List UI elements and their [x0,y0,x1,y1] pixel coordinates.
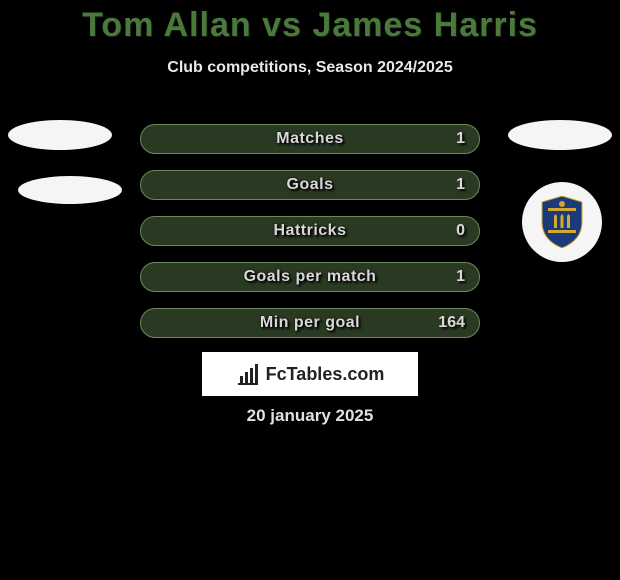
stat-label: Goals per match [141,268,479,286]
table-row: Goals 1 [140,170,480,200]
table-row: Matches 1 [140,124,480,154]
table-row: Hattricks 0 [140,216,480,246]
club-placeholder [18,176,122,204]
page-subtitle: Club competitions, Season 2024/2025 [0,59,620,77]
page-title: Tom Allan vs James Harris [0,0,620,45]
stat-label: Hattricks [141,222,479,240]
left-player-placeholder [8,120,122,204]
brand-logo: FcTables.com [202,352,418,396]
stat-label: Matches [141,130,479,148]
table-row: Min per goal 164 [140,308,480,338]
stat-label: Min per goal [141,314,479,332]
club-badge-circle [522,182,602,262]
shield-icon [540,196,584,248]
right-player-placeholder [508,120,612,150]
stat-value-right: 1 [456,268,465,286]
stat-value-right: 1 [456,176,465,194]
avatar-placeholder [8,120,112,150]
stat-value-right: 1 [456,130,465,148]
infographic-container: Tom Allan vs James Harris Club competiti… [0,0,620,580]
stat-value-right: 164 [438,314,465,332]
stats-table: Matches 1 Goals 1 Hattricks 0 Goals per … [140,124,480,354]
stat-value-right: 0 [456,222,465,240]
table-row: Goals per match 1 [140,262,480,292]
stat-label: Goals [141,176,479,194]
bars-icon [236,362,260,386]
footer-date: 20 january 2025 [0,406,620,426]
avatar-placeholder [508,120,612,150]
brand-text: FcTables.com [266,364,385,385]
